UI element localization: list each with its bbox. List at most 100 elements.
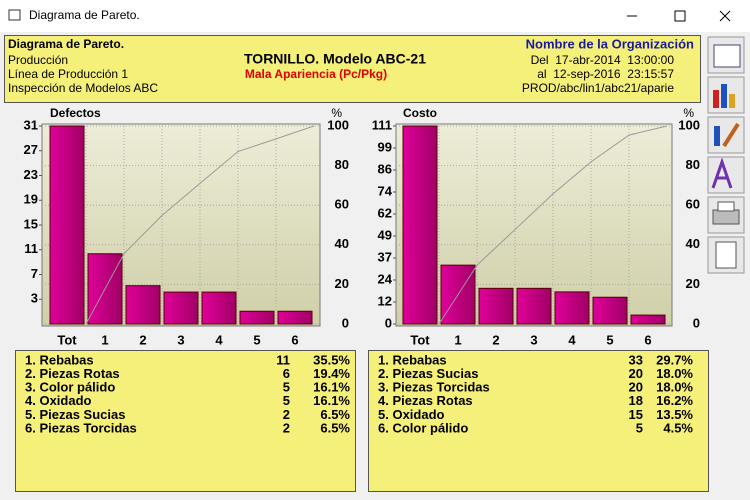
chart-title: Defectos: [50, 106, 101, 120]
header-line: Producción: [8, 53, 68, 67]
x-tick-label: 2: [492, 332, 499, 347]
row-label: 3. Piezas Torcidas: [378, 380, 490, 395]
date-to: al 12-sep-2016 23:15:57: [537, 67, 674, 81]
y-tick-label: 31: [24, 117, 38, 132]
window-title: Diagrama de Pareto.: [29, 8, 140, 22]
icon: [712, 209, 740, 225]
path: PROD/abc/lin1/abc21/aparie: [522, 81, 674, 95]
y-tick-label: 86: [378, 161, 392, 176]
icon: [714, 126, 720, 146]
row-count: 5: [636, 420, 643, 435]
row-label: 1. Rebabas: [378, 352, 447, 367]
y-tick-label: 24: [378, 271, 393, 286]
y-tick-label: 49: [378, 227, 392, 242]
bar: [49, 125, 85, 325]
x-tick-label: 1: [101, 332, 108, 347]
x-tick-label: 3: [530, 332, 537, 347]
row-count: 2: [283, 407, 290, 422]
bar: [592, 296, 628, 325]
row-label: 5. Piezas Sucias: [25, 407, 125, 422]
bar: [478, 287, 514, 325]
maximize-button[interactable]: [674, 10, 686, 22]
y-tick-label: 3: [31, 291, 38, 306]
icon: [711, 157, 733, 189]
edit-button[interactable]: [707, 116, 745, 154]
defect: Mala Apariencia (Pc/Pkg): [245, 67, 387, 81]
y2-tick-label: 100: [327, 117, 349, 132]
y-tick-label: 19: [24, 192, 38, 207]
y2-axis-label: %: [331, 106, 342, 120]
y-tick-label: 74: [378, 183, 393, 198]
y-tick-label: 37: [378, 249, 392, 264]
row-label: 3. Color pálido: [25, 380, 115, 395]
row-label: 6. Color pálido: [378, 420, 468, 435]
bar: [239, 310, 275, 325]
icon: [721, 84, 727, 108]
x-tick-label: 2: [139, 332, 146, 347]
y2-tick-label: 0: [342, 315, 349, 330]
icon: [717, 201, 735, 212]
row-percent: 18.0%: [656, 380, 693, 395]
icon: [729, 94, 735, 108]
bar: [201, 291, 237, 325]
row-label: 1. Rebabas: [25, 352, 94, 367]
y2-axis-label: %: [683, 106, 694, 120]
title-bar: [0, 0, 750, 32]
row-percent: 13.5%: [656, 407, 693, 422]
row-count: 5: [283, 380, 290, 395]
y-tick-label: 7: [31, 266, 38, 281]
row-count: 33: [629, 352, 643, 367]
y2-tick-label: 100: [678, 117, 700, 132]
row-percent: 6.5%: [320, 420, 350, 435]
row-label: 4. Piezas Rotas: [378, 393, 473, 408]
row-percent: 29.7%: [656, 352, 693, 367]
y-tick-label: 23: [24, 167, 38, 182]
x-tick-label: 4: [215, 332, 223, 347]
toolbar: [707, 36, 745, 274]
row-label: 4. Oxidado: [25, 393, 92, 408]
row-label: 2. Piezas Rotas: [25, 366, 120, 381]
table-panel: [368, 350, 709, 492]
close-button[interactable]: [719, 10, 731, 22]
y-tick-label: 0: [385, 315, 392, 330]
chart-title: Costo: [403, 106, 437, 120]
y-tick-label: 111: [372, 117, 392, 132]
x-tick-label: 6: [644, 332, 651, 347]
y-tick-label: 12: [378, 293, 392, 308]
row-count: 20: [629, 366, 643, 381]
y2-tick-label: 20: [686, 276, 700, 291]
x-tick-label: 4: [568, 332, 576, 347]
y-tick-label: 27: [24, 142, 38, 157]
date-from: Del 17-abr-2014 13:00:00: [531, 53, 675, 67]
bar: [554, 291, 590, 325]
row-percent: 16.1%: [313, 393, 350, 408]
row-percent: 18.0%: [656, 366, 693, 381]
x-tick-label: Tot: [57, 332, 77, 347]
row-count: 6: [283, 366, 290, 381]
cumulative-line: [438, 125, 668, 325]
y-tick-label: 99: [378, 139, 392, 154]
y2-tick-label: 40: [686, 236, 700, 251]
row-count: 2: [283, 420, 290, 435]
icon: [713, 90, 719, 108]
header-line: Inspección de Modelos ABC: [8, 81, 158, 95]
row-count: 18: [629, 393, 643, 408]
y2-tick-label: 0: [693, 315, 700, 330]
bar: [163, 291, 199, 325]
row-count: 11: [276, 352, 290, 367]
bar: [277, 310, 313, 325]
icon: [722, 122, 740, 148]
y-tick-label: 62: [378, 205, 392, 220]
icon: [715, 241, 737, 269]
row-percent: 35.5%: [313, 352, 350, 367]
y2-tick-label: 60: [686, 197, 700, 212]
bar: [402, 125, 438, 325]
header-title: Diagrama de Pareto.: [8, 37, 124, 51]
y-tick-label: 15: [24, 216, 38, 231]
x-tick-label: 5: [253, 332, 260, 347]
header-line: Línea de Producción 1: [8, 67, 128, 81]
organization: Nombre de la Organización: [526, 36, 694, 51]
x-tick-label: Tot: [410, 332, 430, 347]
x-tick-label: 5: [606, 332, 613, 347]
